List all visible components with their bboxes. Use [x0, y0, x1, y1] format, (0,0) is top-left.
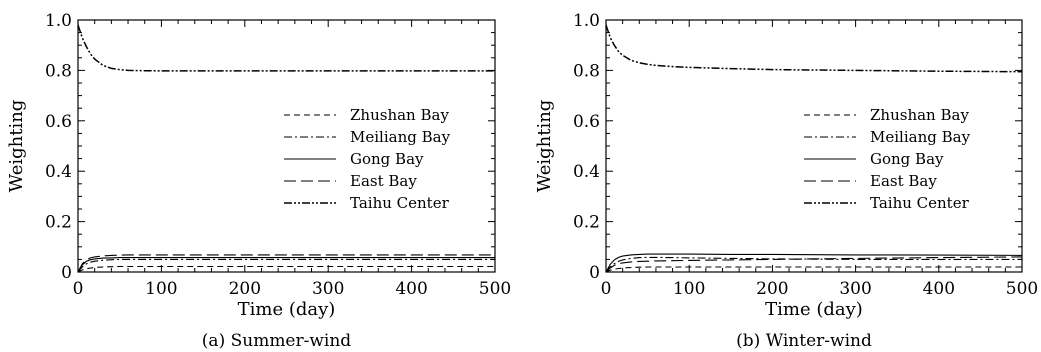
- y-tick-label: 0.8: [45, 61, 72, 81]
- y-tick-label: 1.0: [573, 11, 600, 31]
- plot-frame: [77, 19, 496, 273]
- x-tick-label: 500: [479, 279, 511, 299]
- chart-caption: (b) Winter-wind: [736, 331, 872, 351]
- y-tick-label: 0.2: [573, 213, 600, 233]
- y-tick-label: 1.0: [45, 11, 72, 31]
- series-line-gong-bay: [77, 257, 495, 273]
- series-line-meiliang-bay: [605, 256, 1022, 273]
- legend-label-zhushan-bay: Zhushan Bay: [870, 106, 969, 124]
- series-line-zhushan-bay: [77, 265, 495, 273]
- series-line-east-bay: [77, 254, 495, 273]
- legend-label-meiliang-bay: Meiliang Bay: [350, 128, 451, 146]
- legend-label-east-bay: East Bay: [870, 172, 937, 190]
- legend-label-east-bay: East Bay: [350, 172, 417, 190]
- y-axis-title: Weighting: [6, 100, 27, 193]
- y-axis-title: Weighting: [534, 100, 555, 193]
- y-tick-label: 0.6: [573, 112, 600, 132]
- x-tick-label: 300: [312, 279, 344, 299]
- x-tick-label: 0: [73, 279, 84, 299]
- x-tick-label: 100: [145, 279, 177, 299]
- y-tick-label: 0.8: [573, 61, 600, 81]
- series-line-taihu-center: [77, 24, 495, 72]
- legend-label-taihu-center: Taihu Center: [350, 194, 450, 212]
- chart-panel-summer: 0 100 200 300 400 500 0 0.2 0.4 0.6 0.8 1.0 Time (da…: [0, 0, 520, 352]
- x-tick-label: 300: [839, 279, 871, 299]
- x-axis-title: Time (day): [765, 299, 863, 320]
- y-tick-label: 0: [589, 263, 600, 283]
- x-tick-label: 400: [395, 279, 427, 299]
- x-tick-label: 500: [1006, 279, 1038, 299]
- x-tick-label: 0: [601, 279, 612, 299]
- y-tick-label: 0: [61, 263, 72, 283]
- x-tick-label: 100: [673, 279, 705, 299]
- series-line-taihu-center: [605, 24, 1023, 73]
- series-line-east-bay: [605, 256, 1023, 273]
- y-tick-label: 0.6: [45, 112, 72, 132]
- legend-label-zhushan-bay: Zhushan Bay: [350, 106, 449, 124]
- y-tick-label: 0.2: [45, 213, 72, 233]
- series-line-gong-bay: [605, 253, 1023, 273]
- x-axis-title: Time (day): [238, 299, 336, 320]
- chart-caption: (a) Summer-wind: [202, 331, 352, 351]
- series-line-meiliang-bay: [77, 258, 495, 273]
- plot-frame: [605, 19, 1023, 273]
- x-tick-label: 200: [229, 279, 261, 299]
- x-tick-label: 200: [756, 279, 788, 299]
- chart-winter: 0 100 200 300 400 500 0 0.2 0.4 0.6 0.8 1.0 Time (da…: [534, 11, 1038, 351]
- legend-label-gong-bay: Gong Bay: [350, 150, 424, 168]
- series-line-zhushan-bay: [605, 266, 1022, 273]
- legend-label-meiliang-bay: Meiliang Bay: [870, 128, 971, 146]
- x-tick-label: 400: [923, 279, 955, 299]
- legend-label-taihu-center: Taihu Center: [870, 194, 970, 212]
- chart-panel-winter: 0 100 200 300 400 500 0 0.2 0.4 0.6 0.8 1.0 Time (da…: [520, 0, 1041, 352]
- y-tick-label: 0.4: [573, 162, 600, 182]
- chart-summer: 0 100 200 300 400 500 0 0.2 0.4 0.6 0.8 1.0 Time (da…: [6, 11, 511, 351]
- y-tick-label: 0.4: [45, 162, 72, 182]
- legend-label-gong-bay: Gong Bay: [870, 150, 944, 168]
